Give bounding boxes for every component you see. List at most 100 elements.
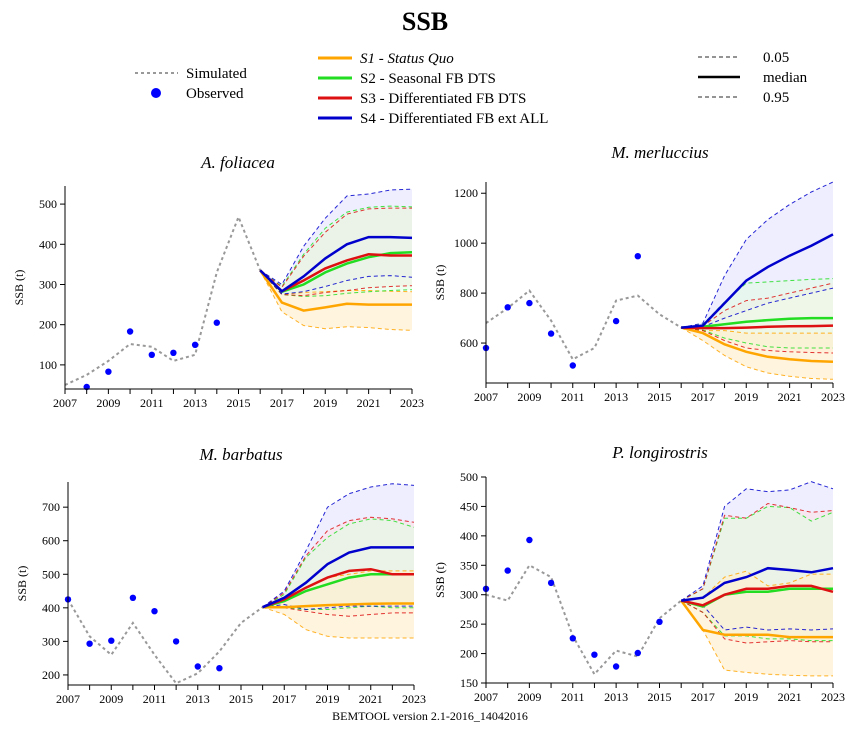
x-tick-label: 2013 [186, 692, 210, 706]
y-tick-label: 400 [42, 601, 60, 615]
y-tick-label: 150 [460, 676, 478, 690]
observed-point [547, 579, 555, 587]
q95-line-s1 [681, 327, 833, 334]
x-tick-label: 2011 [561, 390, 585, 404]
simulated-line [64, 214, 262, 386]
median-line-s1 [680, 599, 833, 639]
observed-point [634, 649, 641, 657]
q95-line-s1 [262, 570, 414, 608]
q95-line-s3 [680, 502, 834, 602]
legend-scenarios: S1 - Status Quo S2 - Seasonal FB DTS S3 … [318, 51, 548, 127]
q05-line-s4 [262, 603, 414, 611]
x-tick-label: 2015 [648, 390, 672, 404]
observed-point [504, 567, 511, 574]
observed-point [569, 635, 576, 642]
simulated-line [67, 598, 264, 685]
x-tick-label: 2013 [604, 690, 628, 704]
x-tick-label: 2007 [53, 396, 77, 410]
y-tick-label: 200 [42, 668, 60, 682]
y-axis-label: SSB (t) [433, 562, 447, 598]
x-tick-label: 2021 [778, 390, 802, 404]
observed-point [126, 328, 134, 335]
y-tick-label: 200 [460, 647, 478, 661]
y-tick-label: 200 [39, 318, 57, 332]
panel-title: M. merluccius [610, 143, 709, 162]
median-line-s1 [680, 326, 834, 364]
x-tick-label: 2011 [140, 396, 164, 410]
x-tick-label: 2023 [400, 396, 424, 410]
q05-line-s1 [680, 327, 834, 380]
y-tick-label: 500 [39, 197, 57, 211]
observed-point [151, 608, 158, 615]
y-tick-label: 700 [42, 500, 60, 514]
x-tick-label: 2007 [56, 692, 80, 706]
x-tick-label: 2019 [313, 396, 337, 410]
y-axis-label: SSB (t) [433, 265, 447, 301]
observed-point [191, 341, 199, 348]
x-tick-label: 2017 [272, 692, 296, 706]
legend-observed-swatch [151, 88, 161, 98]
observed-point [213, 319, 220, 326]
x-tick-label: 2019 [734, 390, 758, 404]
observed-point [612, 663, 620, 670]
legend-s4-label: S4 - Differentiated FB ext ALL [360, 111, 548, 127]
legend-simulated-observed: Simulated Observed [135, 66, 247, 102]
q95-line-s2 [259, 205, 413, 288]
legend-median-label: median [763, 70, 808, 86]
x-tick-label: 2017 [691, 390, 715, 404]
q95-line-s2 [681, 278, 834, 329]
x-tick-label: 2023 [821, 690, 845, 704]
simulated-line [485, 563, 682, 676]
y-tick-label: 600 [460, 336, 478, 350]
x-tick-label: 2013 [183, 396, 207, 410]
legend-q95-label: 0.95 [763, 90, 789, 106]
median-line-s4 [681, 566, 834, 602]
legend-observed-label: Observed [186, 86, 244, 102]
x-tick-label: 2021 [359, 692, 383, 706]
y-tick-label: 400 [460, 529, 478, 543]
legend-s2-label: S2 - Seasonal FB DTS [360, 71, 496, 87]
y-tick-label: 500 [42, 567, 60, 581]
x-tick-label: 2007 [474, 690, 498, 704]
observed-point [526, 536, 533, 544]
q05-line-s1 [262, 606, 414, 639]
observed-point [612, 317, 620, 325]
y-tick-label: 800 [460, 286, 478, 300]
x-tick-label: 2021 [357, 396, 381, 410]
median-line-s1 [259, 269, 412, 312]
observed-point [105, 368, 112, 375]
x-tick-label: 2009 [96, 396, 120, 410]
x-tick-label: 2017 [691, 690, 715, 704]
q95-line-s3 [262, 516, 415, 608]
q95-line-s4 [259, 188, 413, 286]
y-tick-label: 1000 [454, 236, 478, 250]
y-tick-label: 500 [460, 470, 478, 484]
y-tick-label: 300 [39, 277, 57, 291]
x-tick-label: 2015 [227, 396, 251, 410]
x-tick-label: 2011 [561, 690, 585, 704]
x-tick-label: 2017 [270, 396, 294, 410]
q95-line-s1 [681, 570, 833, 602]
observed-point [172, 638, 180, 645]
q95-line-s4 [681, 181, 834, 329]
q95-line-s4 [262, 483, 415, 608]
q05-line-s2 [262, 605, 414, 610]
x-tick-label: 2019 [316, 692, 340, 706]
panel-m-merluccius: M. merluccius SSB (t) 600 800 1000 1200 2007 20… [433, 143, 845, 404]
observed-point [129, 594, 137, 601]
observed-point [504, 304, 511, 311]
y-tick-label: 300 [42, 634, 60, 648]
x-tick-label: 2023 [402, 692, 426, 706]
median-line-s3 [262, 567, 414, 609]
q05-line-s3 [680, 600, 833, 644]
simulated-line [485, 289, 682, 361]
y-tick-label: 400 [39, 237, 57, 251]
legend-s1-label: S1 - Status Quo [360, 51, 454, 67]
legend-q05-label: 0.05 [763, 50, 789, 66]
observed-point [108, 637, 115, 644]
figure-title: SSB [402, 7, 448, 36]
q95-line-s2 [262, 518, 415, 608]
x-tick-label: 2015 [229, 692, 253, 706]
